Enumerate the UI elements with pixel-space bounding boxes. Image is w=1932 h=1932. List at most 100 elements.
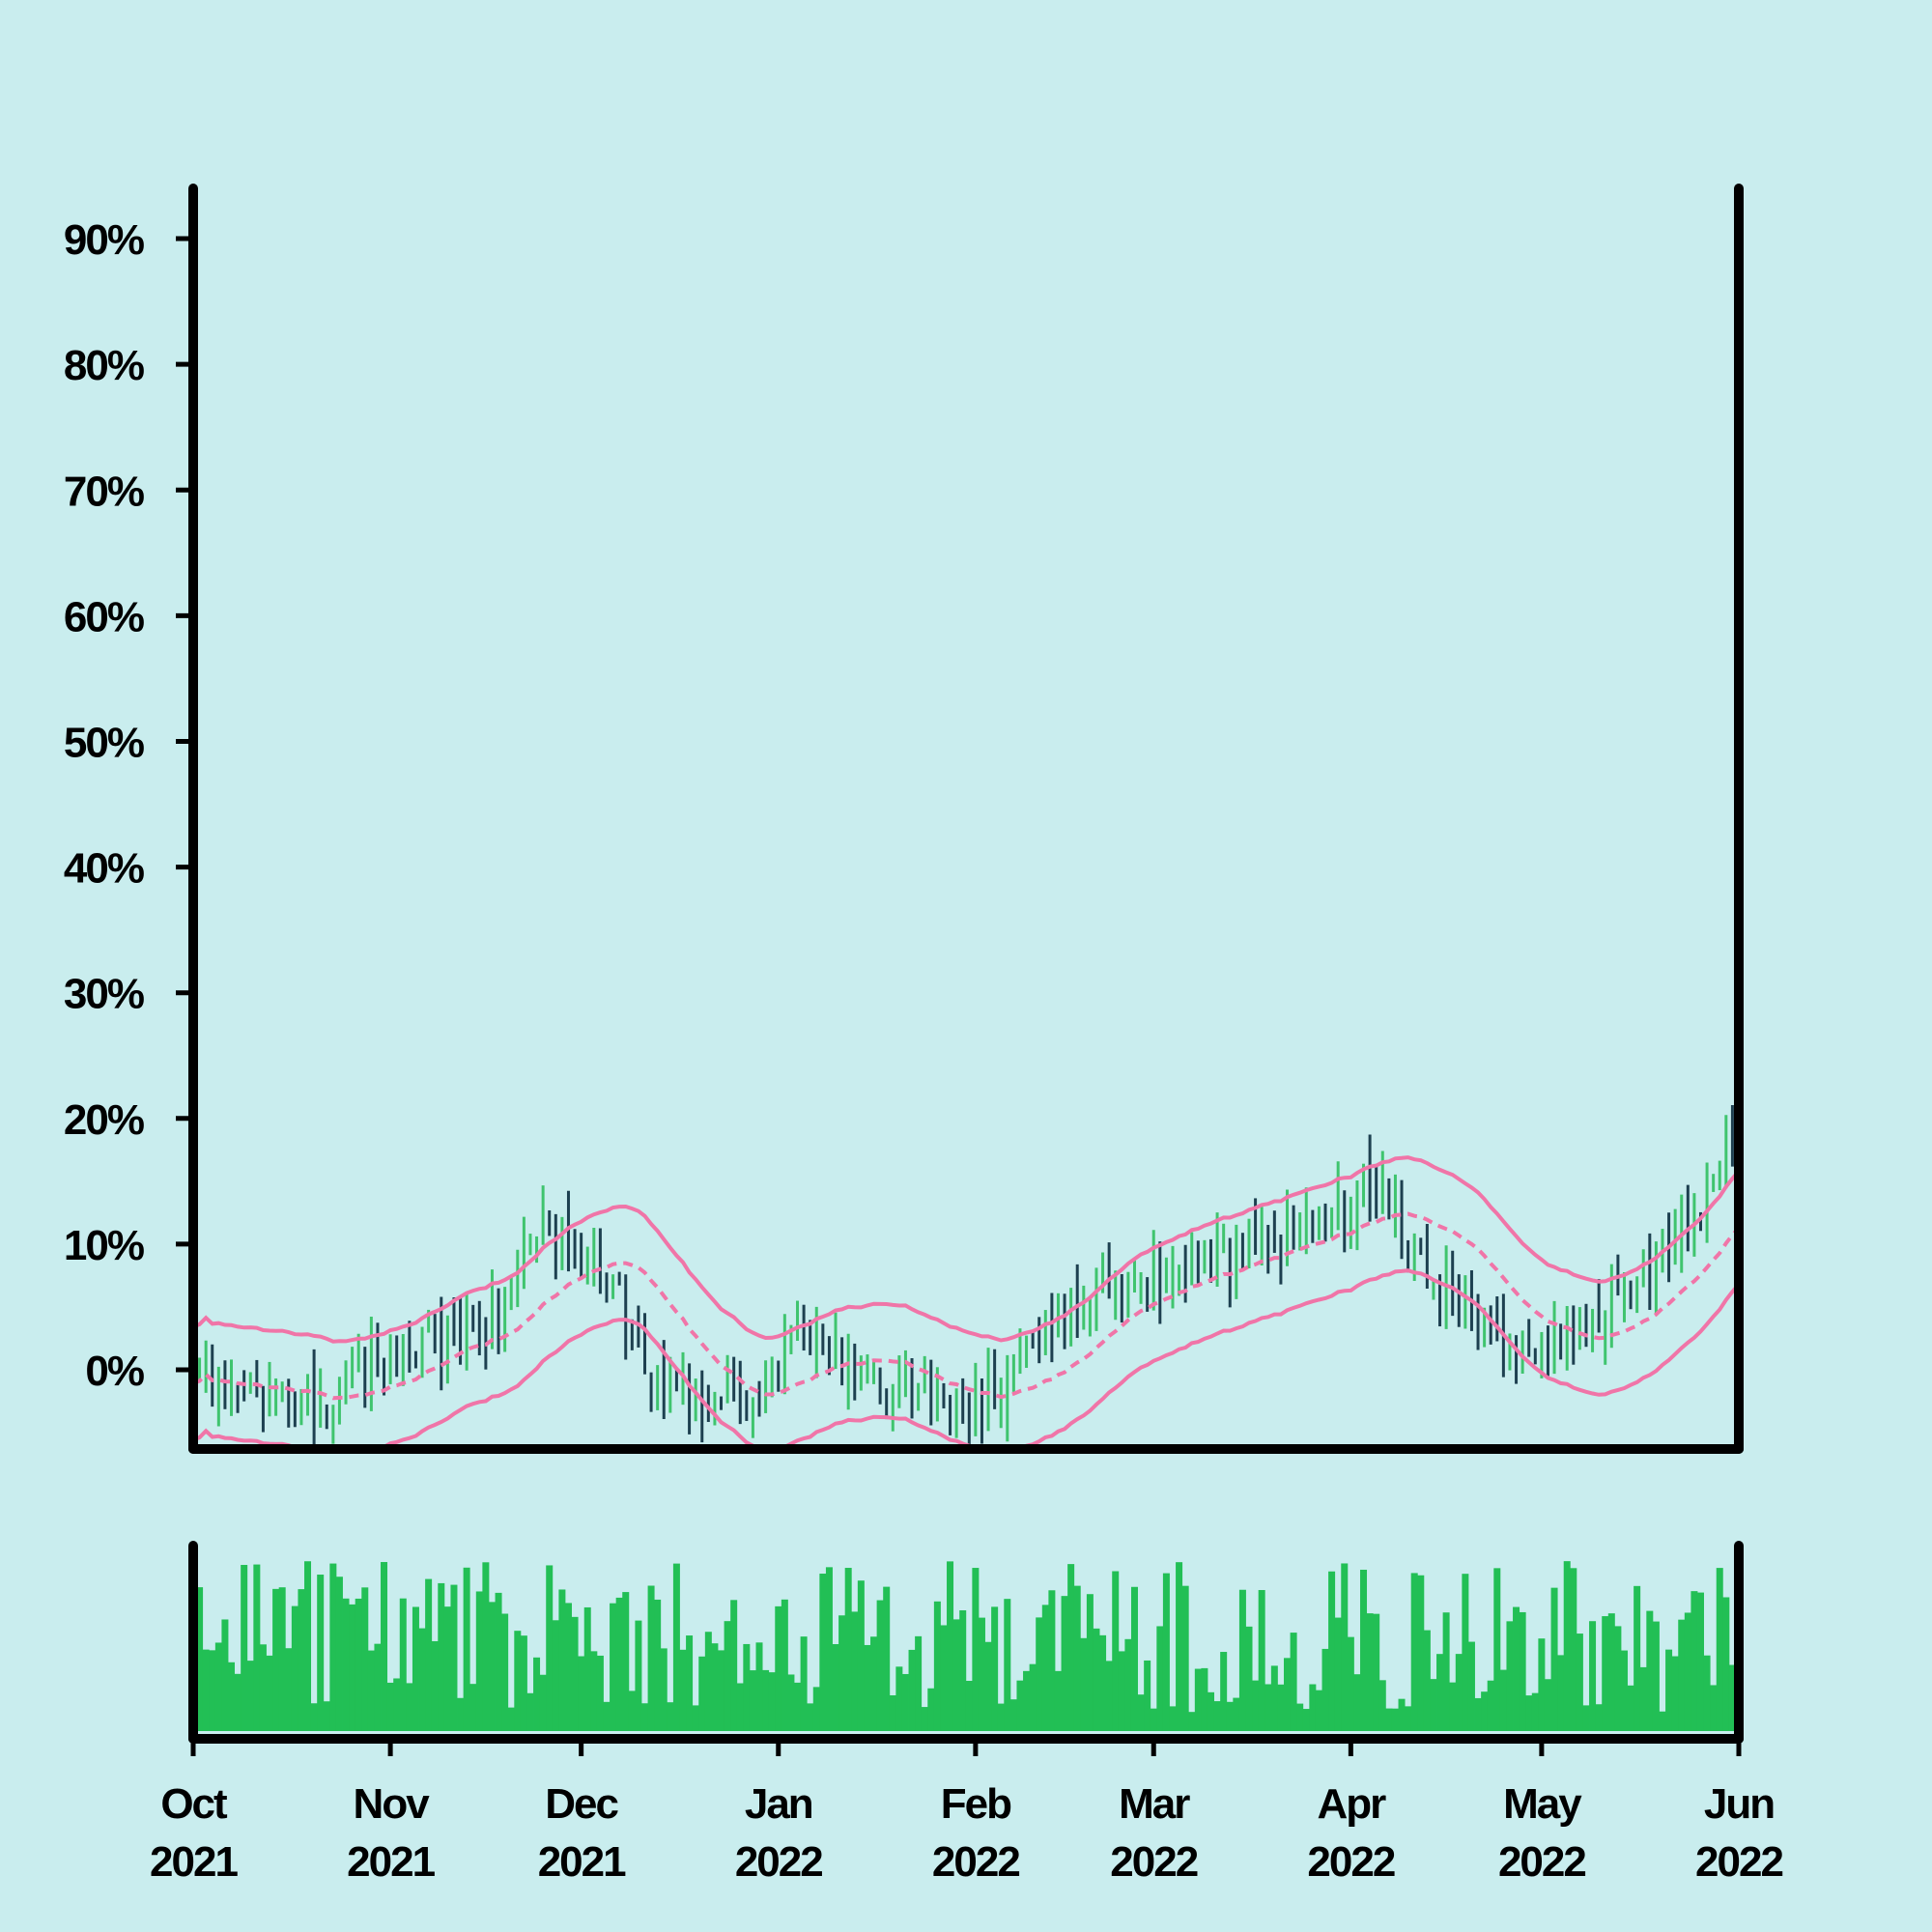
volume-bar (1589, 1621, 1597, 1731)
volume-bar (361, 1587, 369, 1731)
volume-bar (762, 1669, 770, 1731)
volume-bar (1410, 1573, 1418, 1731)
volume-bar (221, 1619, 229, 1731)
volume-bar (1099, 1634, 1107, 1731)
y-axis: 0% 10% 20% 30% 40% 50% 60% 70% 80% 90% (64, 216, 193, 1395)
volume-bar (1378, 1680, 1386, 1731)
volume-bar (952, 1619, 960, 1731)
volume-bar (329, 1563, 337, 1731)
x-tick-label-year: 2022 (1110, 1838, 1197, 1886)
volume-bar (1226, 1701, 1234, 1731)
y-tick-label: 40% (64, 845, 144, 893)
volume-bar (1499, 1669, 1507, 1731)
volume-bar (1264, 1684, 1272, 1731)
volume-bar (610, 1603, 617, 1731)
volume-bar (603, 1701, 611, 1731)
volume-bar (838, 1615, 846, 1731)
volume-bar (475, 1591, 483, 1731)
volume-bar (241, 1564, 248, 1731)
volume-bar (692, 1705, 699, 1731)
volume-bar (908, 1649, 916, 1731)
volume-bar (1557, 1655, 1565, 1731)
volume-bar (1728, 1664, 1736, 1731)
volume-bar (583, 1606, 591, 1731)
volume-bar (1334, 1617, 1342, 1731)
volume-bar (323, 1701, 330, 1731)
volume-bar (1576, 1634, 1583, 1731)
volume-bar (704, 1632, 712, 1731)
volume-bar (940, 1625, 948, 1731)
volume-bar (1162, 1573, 1170, 1731)
x-tick-label-month: Oct (160, 1780, 228, 1828)
volume-bar (214, 1642, 222, 1731)
volume-bar (1309, 1684, 1317, 1731)
volume-bar (1360, 1569, 1368, 1731)
volume-bar (933, 1601, 941, 1731)
y-tick-label: 80% (64, 342, 144, 389)
volume-bar (901, 1673, 909, 1731)
volume-bar (755, 1642, 763, 1731)
volume-bar (228, 1662, 236, 1731)
volume-bar (246, 1661, 254, 1731)
volume-bar (743, 1643, 751, 1731)
volume-bar (272, 1588, 280, 1731)
volume-bar (749, 1670, 756, 1731)
volume-bar (1506, 1621, 1514, 1731)
volume-bar (590, 1651, 598, 1731)
volume-bar (647, 1585, 655, 1731)
volume-bar (399, 1598, 407, 1731)
volume-bar (844, 1568, 852, 1731)
x-tick-label-year: 2022 (735, 1838, 822, 1886)
x-tick-label-year: 2021 (347, 1838, 435, 1886)
volume-bar (393, 1678, 401, 1731)
volume-bar (1607, 1613, 1615, 1731)
volume-bar (895, 1666, 903, 1731)
y-tick-label: 0% (85, 1348, 143, 1395)
volume-bar (1659, 1711, 1666, 1731)
x-tick-label-year: 2021 (538, 1838, 626, 1886)
volume-bar (571, 1616, 579, 1731)
volume-bar (698, 1656, 706, 1731)
volume-bar (1405, 1706, 1412, 1731)
volume-bar (1436, 1654, 1444, 1731)
y-tick-label: 30% (64, 971, 144, 1018)
volume-bar (349, 1604, 356, 1731)
volume-bar (667, 1702, 674, 1731)
volume-bar (1137, 1694, 1145, 1731)
volume-bar (1080, 1637, 1088, 1731)
volume-bar (864, 1644, 871, 1731)
volume-bar (984, 1641, 992, 1731)
volume-bar (1467, 1641, 1475, 1731)
volume-bar (520, 1635, 527, 1731)
x-tick-label-month: May (1503, 1780, 1582, 1828)
volume-bar (463, 1567, 470, 1731)
volume-bar (1671, 1656, 1679, 1731)
volume-bar (1487, 1680, 1494, 1731)
volume-bar (507, 1707, 515, 1731)
volume-bar (578, 1656, 585, 1731)
volume-bar (202, 1649, 210, 1731)
volume-bar (539, 1674, 547, 1731)
volume-bar (443, 1606, 451, 1731)
x-tick-label-month: Feb (941, 1780, 1011, 1828)
volume-bar (1703, 1655, 1711, 1731)
volume-bar (686, 1635, 694, 1731)
volume-bar (1602, 1616, 1609, 1731)
x-tick-label-month: Jun (1704, 1780, 1774, 1828)
volume-bar (1366, 1613, 1374, 1731)
volume-bar (1220, 1652, 1228, 1731)
volume-bar (672, 1563, 680, 1731)
volume-bar (1277, 1684, 1285, 1731)
volume-bar (1620, 1650, 1628, 1731)
volume-bar (1353, 1674, 1361, 1731)
volume-bar (335, 1577, 343, 1731)
volume-bar (1710, 1685, 1718, 1731)
volume-bar (889, 1694, 896, 1731)
volume-bar (812, 1687, 820, 1731)
y-tick-label: 50% (64, 719, 144, 766)
price-frame (188, 184, 1744, 1454)
volume-bar (1722, 1597, 1730, 1731)
volume-bar (1519, 1611, 1526, 1731)
volume-bar (730, 1600, 738, 1731)
volume-bar (1716, 1568, 1723, 1731)
